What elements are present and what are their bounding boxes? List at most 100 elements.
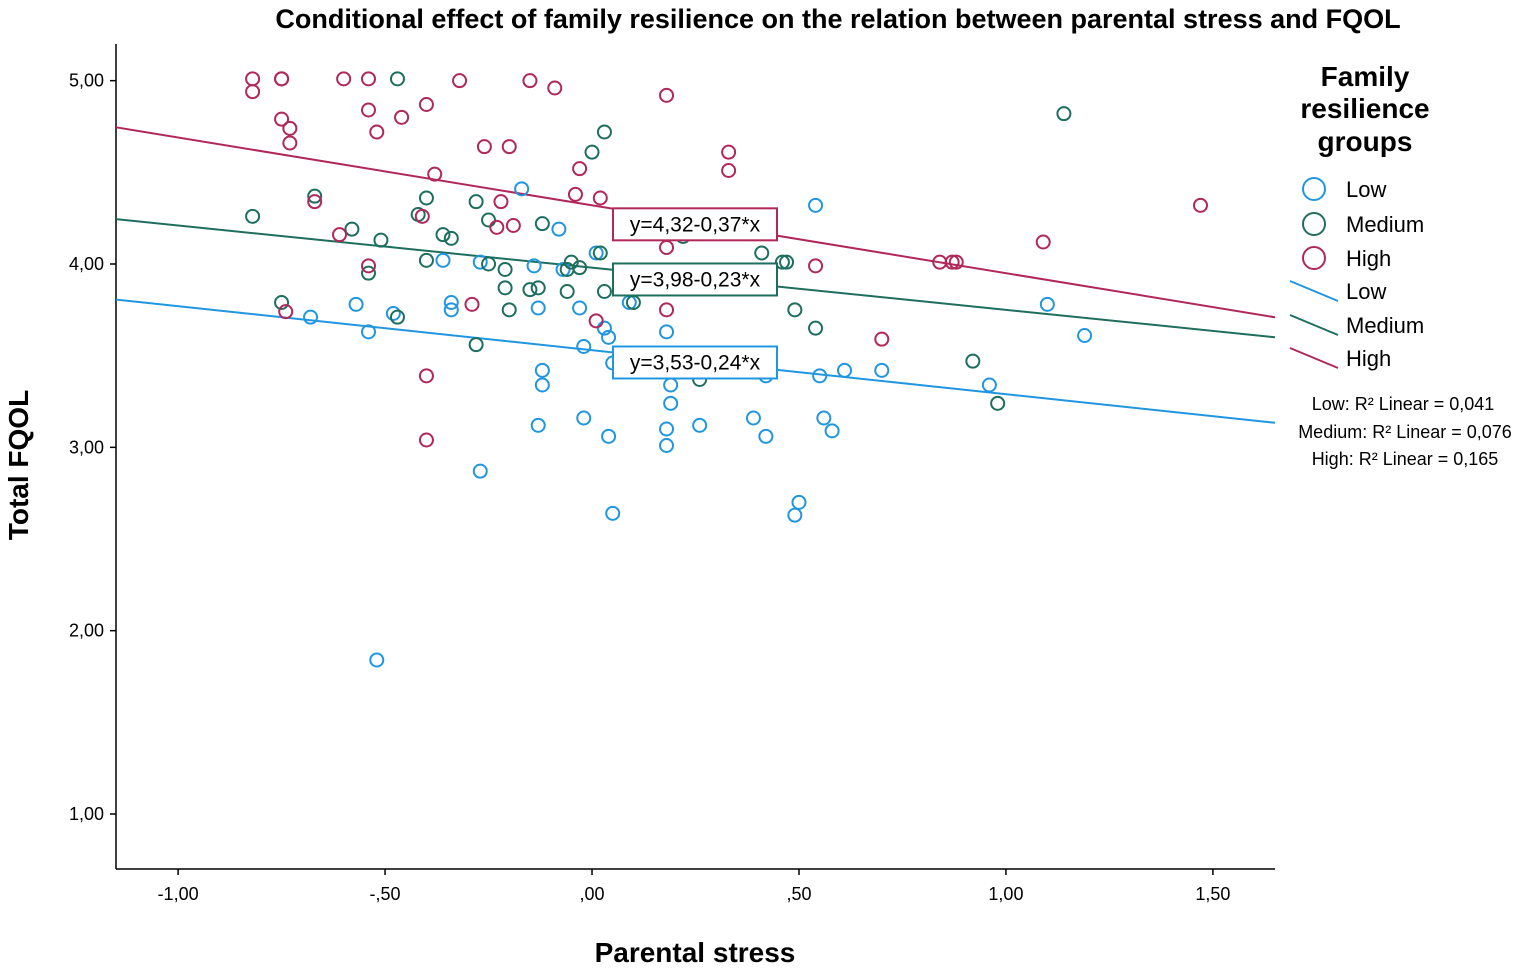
legend-line-medium — [1289, 314, 1339, 336]
point-high — [360, 102, 376, 118]
point-high — [282, 135, 298, 151]
point-medium — [307, 188, 323, 204]
equation-label-high: y=4,32-0,37*x — [630, 213, 761, 236]
point-low — [472, 463, 488, 479]
point-medium — [344, 221, 360, 237]
point-medium — [808, 320, 824, 336]
point-medium — [596, 124, 612, 140]
y-tick-label: 2,00 — [69, 621, 104, 641]
point-low — [551, 221, 567, 237]
point-medium — [274, 295, 290, 310]
point-low — [659, 421, 675, 437]
point-high — [1035, 234, 1051, 250]
point-high — [336, 71, 352, 87]
point-medium — [534, 216, 550, 232]
legend-line-high — [1289, 347, 1339, 369]
point-medium — [501, 302, 517, 318]
point-high — [721, 144, 737, 160]
point-high — [360, 258, 376, 274]
point-high — [659, 87, 675, 103]
equation-box-low — [612, 345, 778, 380]
point-high — [592, 190, 608, 206]
legend-line-label-medium: Medium — [1346, 313, 1424, 338]
point-high — [588, 313, 604, 329]
point-low — [435, 252, 451, 268]
legend-title-line-2: resilience — [1300, 93, 1429, 124]
point-medium — [584, 144, 600, 160]
legend-marker-medium — [1302, 212, 1326, 236]
point-high — [274, 111, 290, 127]
point-high — [522, 73, 538, 89]
point-high — [659, 240, 675, 255]
point-high — [567, 186, 583, 202]
point-low — [572, 300, 588, 316]
y-axis-title: Total FQOL — [3, 390, 34, 540]
point-low — [692, 417, 708, 433]
point-high — [808, 258, 824, 274]
equation-label-medium: y=3,98-0,23*x — [630, 268, 761, 291]
point-high — [360, 71, 376, 87]
x-tick-label: 1,00 — [988, 884, 1023, 904]
point-low — [534, 377, 550, 393]
legend-label-medium: Medium — [1346, 212, 1424, 237]
point-high — [1192, 197, 1208, 213]
point-medium — [389, 71, 405, 87]
point-high — [547, 80, 563, 96]
point-low — [659, 324, 675, 340]
point-low — [303, 309, 319, 325]
point-low — [787, 507, 803, 523]
point-high — [874, 331, 890, 347]
legend: Family resilience groups LowMediumHighLo… — [1289, 61, 1512, 469]
point-medium — [373, 232, 389, 248]
point-low — [601, 428, 617, 444]
point-high — [948, 254, 964, 270]
point-high — [493, 194, 509, 210]
point-low — [472, 254, 488, 270]
r2-label-medium: Medium: R² Linear = 0,076 — [1298, 422, 1512, 442]
point-low — [514, 181, 530, 197]
point-medium — [481, 256, 497, 272]
legend-line-label-low: Low — [1346, 279, 1386, 304]
r2-label-high: High: R² Linear = 0,165 — [1312, 449, 1499, 469]
point-high — [245, 71, 261, 87]
point-high — [307, 194, 323, 210]
x-tick-label: -,50 — [370, 884, 401, 904]
r2-label-low: Low: R² Linear = 0,041 — [1312, 394, 1495, 414]
point-medium — [1056, 106, 1072, 122]
legend-label-high: High — [1346, 246, 1391, 271]
point-low — [443, 295, 459, 310]
x-tick-label: -1,00 — [158, 884, 199, 904]
equation-label-low: y=3,53-0,24*x — [630, 351, 761, 374]
legend-marker-high — [1302, 246, 1326, 270]
point-medium — [787, 302, 803, 318]
point-high — [476, 139, 492, 155]
point-high — [659, 302, 675, 318]
equation-labels: y=3,53-0,24*x y=3,98-0,23*x y=4,32-0,37*x — [612, 207, 778, 380]
point-medium — [497, 280, 513, 296]
point-medium — [522, 282, 538, 298]
point-low — [663, 377, 679, 393]
point-low — [576, 339, 592, 354]
point-high — [418, 432, 434, 448]
x-tick-label: ,00 — [580, 884, 605, 904]
point-low — [1039, 296, 1055, 312]
point-low — [360, 324, 376, 340]
point-low — [659, 438, 675, 453]
point-high — [414, 208, 430, 224]
point-high — [572, 161, 588, 177]
legend-title-line-1: Family — [1321, 61, 1410, 92]
point-low — [588, 245, 604, 261]
point-high — [505, 218, 521, 233]
point-low — [808, 197, 824, 213]
point-medium — [592, 245, 608, 261]
y-tick-label: 1,00 — [69, 804, 104, 824]
point-high — [427, 166, 443, 182]
point-low — [555, 262, 571, 277]
point-high — [278, 304, 294, 320]
legend-line-label-high: High — [1346, 346, 1391, 371]
point-low — [601, 329, 617, 345]
point-medium — [360, 265, 376, 281]
point-low — [758, 428, 774, 444]
point-low — [663, 395, 679, 411]
